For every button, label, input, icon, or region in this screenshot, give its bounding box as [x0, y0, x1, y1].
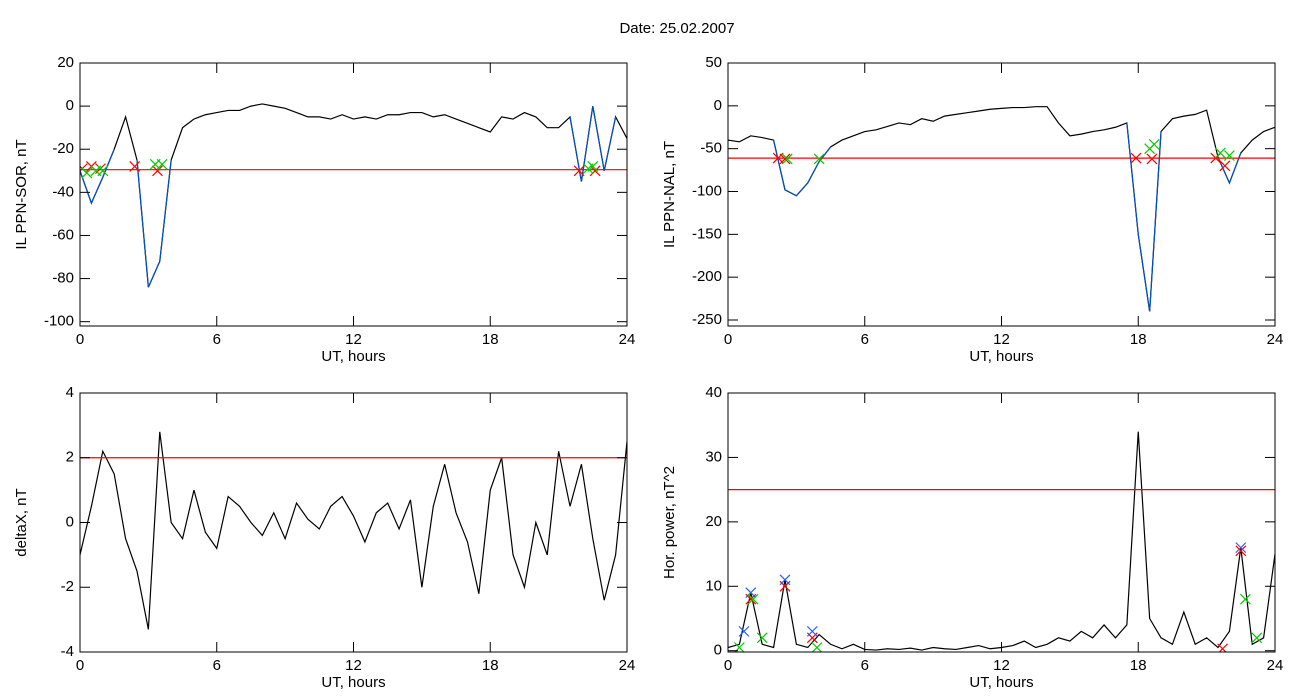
x-tick-label: 0: [76, 657, 84, 674]
marker: [152, 165, 163, 177]
y-tick-label: 50: [705, 54, 722, 71]
marker: [813, 153, 825, 165]
y-tick-label: 10: [705, 577, 722, 594]
marker: [1130, 152, 1142, 164]
marker: [1235, 545, 1247, 557]
y-tick-label: -40: [52, 183, 74, 200]
marker: [1239, 593, 1251, 605]
y-tick-label: -2: [61, 578, 74, 595]
plot-area: [80, 431, 627, 630]
y-tick-label: -200: [692, 268, 722, 285]
marker: [81, 167, 93, 179]
marker: [756, 632, 768, 644]
y-tick-label: -250: [692, 311, 722, 328]
marker: [587, 161, 599, 172]
x-tick-label: 12: [993, 331, 1010, 348]
marker: [781, 153, 793, 165]
marker: [738, 625, 750, 637]
x-tick-label: 0: [724, 657, 732, 674]
plot-area: [728, 106, 1275, 312]
marker: [1217, 643, 1229, 652]
x-tick-label: 6: [861, 657, 869, 674]
y-tick-label: 20: [705, 513, 722, 530]
marker: [1148, 138, 1160, 150]
x-tick-label: 24: [1267, 657, 1284, 674]
marker: [1223, 150, 1235, 161]
x-tick-label: 12: [993, 657, 1010, 674]
x-tick-label: 0: [724, 331, 732, 348]
x-tick-label: 24: [619, 331, 636, 348]
y-tick-label: -60: [52, 226, 74, 243]
y-tick-label: -20: [52, 140, 74, 157]
y-tick-label: -80: [52, 270, 74, 287]
plot-frame: [727, 392, 1276, 653]
x-axis-label: UT, hours: [969, 674, 1033, 691]
x-tick-label: 6: [213, 331, 221, 348]
y-axis-label: Hor. power, nT^2: [661, 466, 678, 579]
y-tick-label: 20: [57, 54, 74, 71]
x-axis-label: UT, hours: [969, 348, 1033, 365]
y-tick-label: 4: [66, 384, 74, 401]
x-tick-label: 18: [482, 331, 499, 348]
y-tick-label: 0: [66, 97, 74, 114]
x-tick-label: 18: [1130, 657, 1147, 674]
x-tick-label: 24: [619, 657, 636, 674]
marker: [156, 158, 168, 170]
data-line: [80, 431, 627, 630]
marker: [779, 574, 791, 586]
y-tick-label: 0: [714, 97, 722, 114]
plot-frame: [79, 62, 628, 327]
y-axis-label: deltaX, nT: [13, 488, 30, 556]
x-tick-label: 6: [861, 331, 869, 348]
marker: [811, 642, 823, 652]
y-tick-label: -150: [692, 225, 722, 242]
y-tick-label: -4: [61, 643, 74, 660]
y-axis-label: IL PPN-SOR, nT: [13, 139, 30, 249]
plot-frame: [727, 62, 1276, 327]
data-line: [80, 103, 627, 288]
marker: [1219, 160, 1231, 172]
y-tick-label: 30: [705, 448, 722, 465]
x-tick-label: 12: [345, 657, 362, 674]
x-tick-label: 6: [213, 657, 221, 674]
marker: [1214, 147, 1226, 159]
y-tick-label: 40: [705, 384, 722, 401]
x-tick-label: 0: [76, 331, 84, 348]
x-tick-label: 12: [345, 331, 362, 348]
plot-frame: [79, 392, 628, 653]
y-tick-label: 0: [66, 513, 74, 530]
x-tick-label: 18: [1130, 331, 1147, 348]
y-tick-label: -100: [692, 182, 722, 199]
x-axis-label: UT, hours: [321, 348, 385, 365]
plot-area: [80, 103, 627, 288]
marker: [573, 165, 585, 177]
marker: [745, 587, 757, 599]
y-tick-label: -100: [44, 313, 74, 330]
x-tick-label: 24: [1267, 331, 1284, 348]
below-threshold-line: [80, 106, 617, 288]
figure-title: Date: 25.02.2007: [619, 20, 734, 37]
marker: [806, 625, 818, 637]
marker: [779, 153, 791, 165]
y-tick-label: 0: [714, 642, 722, 659]
marker: [747, 593, 759, 605]
marker: [97, 165, 109, 177]
marker: [1251, 632, 1263, 644]
marker: [129, 161, 141, 172]
y-tick-label: -50: [700, 140, 722, 157]
x-tick-label: 18: [482, 657, 499, 674]
below-threshold-line: [772, 122, 1242, 312]
x-axis-label: UT, hours: [321, 674, 385, 691]
marker: [1235, 542, 1247, 554]
plot-area: [728, 431, 1275, 652]
y-tick-label: 2: [66, 449, 74, 466]
marker: [1146, 153, 1158, 165]
y-axis-label: IL PPN-NAL, nT: [661, 141, 678, 248]
